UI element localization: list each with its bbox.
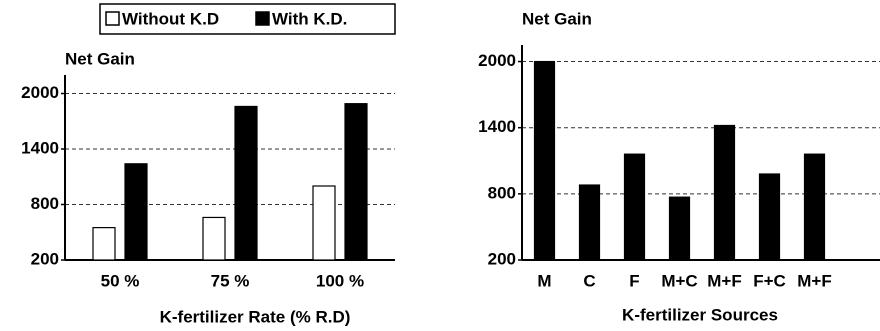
y-tick-label: 2000	[21, 83, 59, 102]
x-tick-label: M+F	[707, 271, 741, 290]
y-tick-label: 800	[488, 183, 516, 202]
x-tick-label: F+C	[753, 271, 786, 290]
bar	[758, 173, 781, 261]
bar	[234, 105, 258, 261]
bar	[668, 196, 691, 261]
x-tick-label: M	[537, 271, 551, 290]
y-tick-label: 1400	[478, 117, 516, 136]
bar	[202, 216, 226, 261]
x-tick-label: 100 %	[316, 271, 364, 290]
legend-swatch	[255, 11, 270, 26]
y-tick-label: 800	[31, 194, 59, 213]
bar	[803, 153, 826, 261]
bar	[344, 103, 368, 261]
y-axis-title: Net Gain	[522, 9, 592, 28]
x-axis-title: K-fertilizer Sources	[622, 305, 778, 324]
x-tick-label: M+C	[661, 271, 697, 290]
x-tick-label: 50 %	[101, 271, 140, 290]
bar	[713, 124, 736, 261]
y-tick-label: 1400	[21, 138, 59, 157]
x-tick-label: M+F	[797, 271, 831, 290]
y-tick-label: 200	[31, 249, 59, 268]
legend-label: Without K.D	[122, 9, 219, 28]
bar	[578, 184, 601, 261]
x-axis-title: K-fertilizer Rate (% R.D)	[160, 307, 351, 326]
bar	[124, 163, 148, 261]
bar	[312, 185, 336, 261]
legend-label: With K.D.	[272, 9, 347, 28]
y-tick-label: 200	[488, 249, 516, 268]
y-tick-label: 2000	[478, 51, 516, 70]
y-axis-title: Net Gain	[65, 49, 135, 68]
x-tick-label: C	[583, 271, 595, 290]
bar	[623, 153, 646, 261]
bar	[533, 60, 556, 261]
x-tick-label: 75 %	[211, 271, 250, 290]
legend-box	[99, 3, 396, 35]
x-tick-label: F	[629, 271, 639, 290]
bar	[92, 227, 116, 261]
legend-swatch	[105, 11, 120, 26]
